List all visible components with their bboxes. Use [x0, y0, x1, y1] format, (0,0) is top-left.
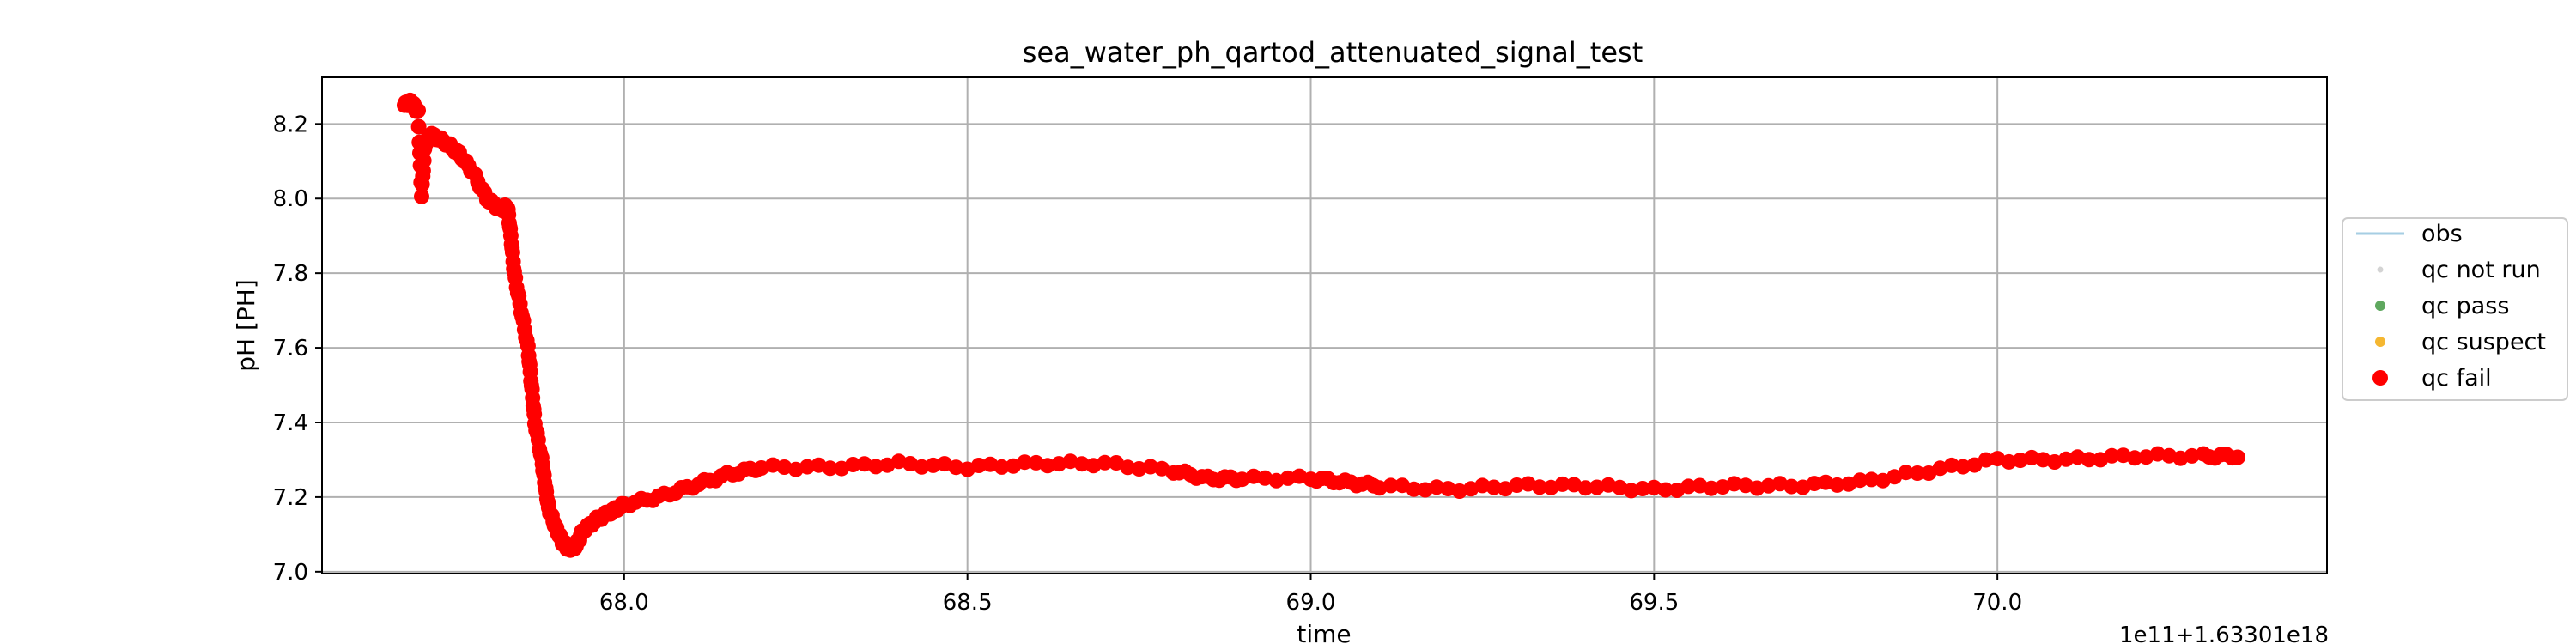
qc-fail-point	[2035, 452, 2051, 468]
qc-fail-point	[1943, 457, 1959, 473]
qc-fail-point	[2184, 447, 2200, 464]
qc-fail-point	[1898, 465, 1914, 481]
qc-fail-point	[1062, 453, 1078, 470]
qc-fail-point	[1074, 456, 1090, 472]
qc-fail-point	[971, 458, 987, 473]
qc-fail-point	[1268, 472, 1285, 489]
legend-label: qc fail	[2421, 365, 2492, 392]
qc-fail-point	[1406, 481, 1422, 497]
qc-fail-point	[1829, 477, 1845, 493]
qc-fail-point	[1623, 483, 1639, 499]
qc-fail-point	[2001, 453, 2017, 470]
qc-fail-point	[2024, 449, 2040, 465]
legend-swatch-point	[2375, 337, 2385, 347]
x-tick-label: 68.0	[599, 590, 649, 616]
y-tick-label: 7.4	[273, 410, 308, 436]
legend-label: qc not run	[2421, 257, 2541, 283]
qc-fail-point	[1680, 478, 1697, 495]
y-axis-label: pH [PH]	[232, 279, 260, 372]
qc-fail-point	[410, 102, 426, 118]
legend-label: obs	[2421, 221, 2463, 247]
legend-swatch-point	[2372, 370, 2388, 386]
y-tick-label: 7.6	[273, 336, 308, 361]
legend-swatch-point	[2377, 266, 2384, 273]
y-tick-label: 7.8	[273, 261, 308, 287]
qc-fail-point	[765, 457, 781, 473]
qc-fail-point	[1577, 480, 1594, 496]
qc-fail-point	[1657, 482, 1674, 498]
qc-fail-point	[416, 153, 432, 169]
x-offset-label: 1e11+1.63301e18	[2119, 623, 2329, 644]
legend-label: qc suspect	[2421, 329, 2546, 355]
qc-fail-point	[845, 457, 861, 472]
qc-fail-point	[776, 459, 793, 475]
qc-fail-point	[1279, 470, 1296, 486]
qc-fail-point	[1440, 481, 1456, 497]
qc-fail-point	[868, 459, 884, 475]
qc-fail-point	[1783, 478, 1800, 495]
qc-fail-point	[1978, 452, 1994, 468]
qc-fail-point	[1245, 468, 1261, 484]
qc-fail-point	[948, 459, 964, 476]
qc-fail-point	[1532, 479, 1548, 495]
qc-fail-point	[1131, 461, 1147, 477]
qc-fail-point	[822, 460, 838, 477]
x-tick-label: 70.0	[1972, 590, 2022, 616]
qc-fail-point	[925, 457, 941, 473]
qc-fail-point	[1806, 476, 1822, 492]
qc-fail-point	[1601, 477, 1616, 493]
qc-fail-point	[414, 188, 429, 204]
qc-fail-point	[1635, 481, 1650, 496]
plot-frame	[321, 76, 2328, 574]
qc-fail-point	[1040, 458, 1055, 474]
x-axis-label: time	[1297, 620, 1351, 644]
qc-fail-point	[1704, 480, 1719, 496]
qc-fail-point	[1726, 476, 1742, 492]
qc-fail-point	[1474, 477, 1491, 494]
qc-fail-point	[1120, 459, 1136, 476]
qc-fail-point	[2081, 452, 2097, 468]
y-tick-label: 8.2	[273, 112, 308, 137]
qc-fail-point	[1429, 479, 1445, 495]
legend-swatch-point	[2375, 301, 2385, 311]
chart-title: sea_water_ph_qartod_attenuated_signal_te…	[1023, 36, 1643, 69]
legend-label: qc pass	[2421, 293, 2509, 319]
qc-fail-point	[2149, 446, 2166, 462]
qc-fail-point	[1646, 479, 1662, 495]
qc-fail-point	[799, 459, 816, 475]
qc-fail-point	[993, 459, 1010, 475]
qc-fail-point	[1863, 471, 1880, 488]
legend-box	[2342, 217, 2568, 401]
y-axis: 7.0 7.2 7.4 7.6 7.8 8.0 8.2	[273, 112, 322, 586]
qc-fail-point	[1852, 472, 1868, 489]
qc-fail-series	[397, 92, 2245, 558]
qc-fail-point	[1142, 459, 1158, 475]
qc-fail-point	[1485, 479, 1502, 495]
qc-fail-point	[410, 118, 427, 135]
x-axis: 68.0 68.5 69.0 69.5 70.0	[599, 574, 2022, 616]
qc-fail-point	[1554, 476, 1571, 492]
x-tick-label: 69.0	[1286, 590, 1336, 616]
qc-fail-point	[1760, 477, 1777, 494]
y-tick-label: 7.0	[273, 560, 308, 586]
y-tick-label: 8.0	[273, 186, 308, 212]
qc-fail-point	[1909, 465, 1925, 481]
legend: obs qc not run qc pass qc suspect qc fail	[2342, 217, 2568, 401]
qc-fail-point	[1017, 454, 1033, 471]
qc-fail-point	[914, 459, 930, 475]
y-tick-label: 7.2	[273, 485, 308, 511]
qc-fail-point	[2127, 450, 2143, 466]
x-tick-label: 68.5	[943, 590, 993, 616]
qc-fail-point	[2058, 451, 2075, 467]
qc-fail-point	[1955, 459, 1971, 475]
qc-fail-point	[2104, 447, 2120, 464]
qc-fail-point	[1097, 454, 1113, 471]
qc-fail-point	[1509, 477, 1525, 493]
qc-fail-point	[1382, 477, 1399, 494]
qc-fail-point	[2230, 449, 2245, 465]
x-tick-label: 69.5	[1629, 590, 1679, 616]
